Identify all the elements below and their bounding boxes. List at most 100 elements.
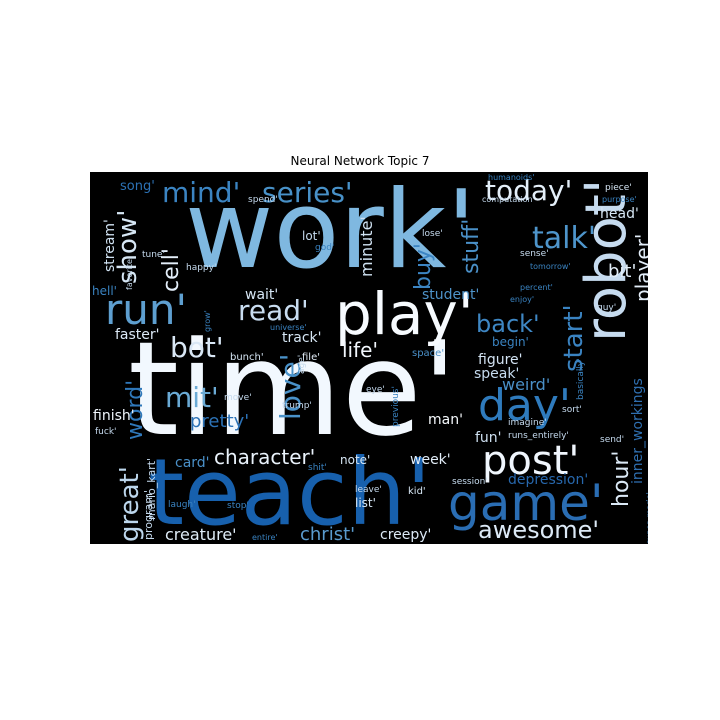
word-12: talk' [532,221,596,256]
word-40: week' [410,452,451,468]
word-88: universe' [270,323,307,332]
word-25: hour' [609,451,634,507]
word-92: eye' [366,385,385,395]
word-95: shit' [308,463,327,473]
word-4: play' [335,280,474,348]
word-9: mind' [162,176,240,209]
word-10: series' [262,176,353,209]
word-38: figure' [478,352,523,368]
word-49: stream' [102,219,118,272]
word-62: space' [412,348,444,359]
word-2: teach' [148,439,431,544]
word-68: sort' [562,405,582,415]
word-48: faster' [115,327,160,343]
word-97: super_mario' [645,492,648,544]
word-37: depression' [508,472,588,488]
word-85: happy' [186,263,216,273]
word-51: song' [120,179,155,194]
word-52: head' [600,206,639,222]
word-13: read' [238,294,309,327]
word-74: sense' [520,249,549,259]
word-72: basically' [576,358,586,400]
word-43: student' [422,287,479,303]
word-93: previous' [391,386,401,427]
wordcloud-svg: work' time'teach' robot' play' game' day' post… [92,172,648,544]
word-41: speak' [474,366,519,382]
word-82: spend' [248,195,278,205]
word-17: awesome' [478,516,599,544]
word-36: inner_workings [630,378,646,484]
word-91: trump' [282,401,312,411]
word-90: move' [224,393,252,403]
word-32: creature' [165,525,237,544]
word-84: favorite' [125,257,134,290]
word-11: today' [485,174,572,207]
word-6: day' [478,380,571,431]
word-15: mit' [165,381,219,414]
word-1: time' [128,313,457,465]
word-18: great' [115,466,145,542]
word-33: bit' [608,261,636,282]
word-23: stuff' [459,219,484,274]
word-83: tune' [142,250,165,260]
word-79: piece' [605,183,632,193]
word-22: character' [214,445,315,469]
word-87: grow' [203,310,212,332]
word-81: lose' [422,229,443,239]
word-44: finish' [93,408,135,424]
word-76: percent' [520,283,553,292]
word-14: bot' [170,331,224,364]
word-27: word' [123,380,148,440]
word-58: mario_kart' [145,458,158,520]
word-71: imagine' [508,418,547,428]
word-29: pretty' [190,411,249,432]
word-7: post' [482,438,579,484]
word-70: runs_entirely' [508,431,569,441]
word-80: computation' [482,195,535,204]
word-73: guy' [597,303,616,313]
word-63: kid' [408,486,426,497]
word-77: enjoy' [510,295,534,304]
word-46: wait' [245,287,278,303]
word-75: tomorrow' [530,262,571,271]
word-59: program' [142,490,155,540]
word-39: fun' [475,430,502,446]
word-54: note' [340,453,370,467]
word-47: track' [282,330,321,346]
word-20: start' [559,304,589,372]
word-57: hell' [92,284,117,298]
word-94: fuck' [95,427,117,437]
word-56: lot' [302,229,321,243]
word-24: buy' [411,243,436,290]
word-53: list' [355,496,376,510]
word-67: laugh' [168,500,196,510]
wordcloud-canvas: work' time' teach' robot' play' game' day' post… [90,172,648,544]
word-5: game' [448,474,604,532]
chart-title: Neural Network Topic 7 [290,154,430,168]
word-86: god' [315,243,334,253]
word-55: begin' [492,335,529,349]
word-98: humanoids' [488,173,534,182]
word-28: life' [342,338,378,362]
word-60: bunch' [230,352,264,363]
word-30: player' [631,234,648,302]
word-35: minute' [357,216,376,277]
word-65: session' [452,477,488,487]
word-61: file' [302,352,320,363]
word-26: cell' [159,248,184,292]
word-21: back' [476,310,540,338]
word-89: age' [297,355,307,374]
word-19: show' [113,210,143,284]
word-16: love' [274,354,307,420]
word-96: entire' [252,533,278,542]
word-34: weird' [502,375,550,394]
word-78: purpose' [602,195,637,204]
word-3: robot' [574,179,639,342]
word-69: send' [600,435,624,445]
word-50: creepy' [380,527,431,543]
word-66: stop' [227,501,249,511]
word-0: work' [185,172,476,293]
word-64: leave' [355,485,382,495]
word-45: card' [175,455,210,471]
word-31: christ' [300,524,355,544]
